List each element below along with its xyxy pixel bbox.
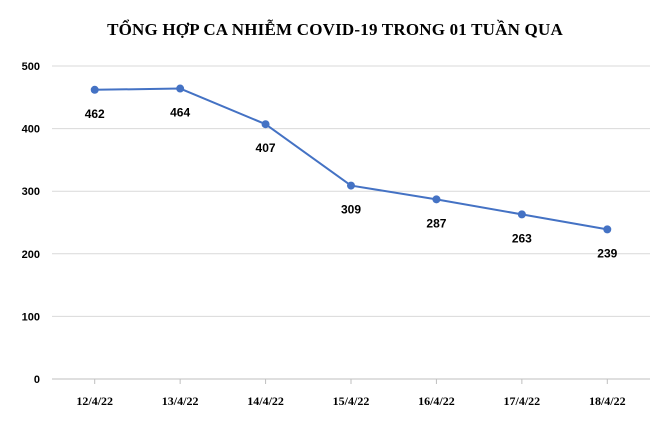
data-label: 263 [512, 231, 532, 245]
data-point [517, 210, 526, 219]
y-tick-label: 200 [22, 249, 40, 261]
data-point [432, 195, 441, 204]
x-tick-label: 14/4/22 [247, 394, 284, 408]
y-tick-label: 400 [22, 124, 40, 136]
x-tick-label: 12/4/22 [76, 394, 113, 408]
x-tick-label: 13/4/22 [162, 394, 199, 408]
data-label: 239 [597, 246, 617, 260]
data-label: 287 [426, 216, 446, 230]
data-label: 462 [85, 107, 105, 121]
data-label: 464 [170, 106, 190, 120]
x-tick-label: 17/4/22 [504, 394, 541, 408]
data-label: 309 [341, 203, 361, 217]
x-tick-label: 18/4/22 [589, 394, 626, 408]
y-tick-label: 500 [22, 61, 40, 73]
data-label: 407 [256, 141, 276, 155]
data-point [261, 120, 270, 129]
data-point [90, 85, 99, 94]
chart-title: TỔNG HỢP CA NHIỄM COVID-19 TRONG 01 TUẦN… [107, 20, 563, 39]
x-tick-label: 15/4/22 [333, 394, 370, 408]
data-point [603, 225, 612, 234]
data-point [347, 181, 355, 190]
y-tick-label: 300 [22, 186, 40, 198]
y-tick-label: 0 [34, 374, 40, 386]
data-point [176, 84, 185, 93]
y-tick-label: 100 [22, 311, 40, 323]
x-tick-label: 16/4/22 [418, 394, 455, 408]
